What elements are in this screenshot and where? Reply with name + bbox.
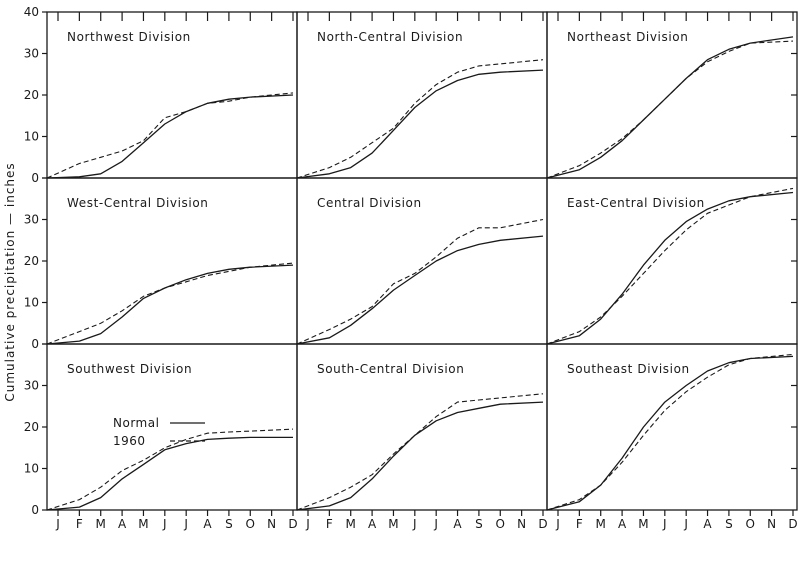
x-tick-label: A bbox=[453, 517, 462, 531]
x-tick-label: A bbox=[118, 517, 127, 531]
series-line-normal bbox=[546, 355, 794, 511]
series-line-1960 bbox=[296, 218, 544, 345]
series-line-1960 bbox=[296, 59, 544, 179]
y-tick-label: 20 bbox=[24, 254, 39, 268]
panel-title: Northwest Division bbox=[67, 30, 191, 44]
y-tick-label: 30 bbox=[24, 213, 39, 227]
panel-northwest-division: Northwest Division 0 10 20 30 40 bbox=[24, 5, 298, 185]
panel-title: East-Central Division bbox=[567, 196, 705, 210]
y-tick-label: 0 bbox=[31, 171, 39, 185]
x-tick-label: N bbox=[517, 517, 526, 531]
y-tick-label: 40 bbox=[24, 5, 39, 19]
series-line-normal bbox=[546, 36, 794, 179]
panel-title: North-Central Division bbox=[317, 30, 463, 44]
series-line-1960 bbox=[46, 428, 294, 511]
legend: Normal 1960 bbox=[113, 416, 205, 448]
y-tick-label: 30 bbox=[24, 47, 39, 61]
panel-title: Central Division bbox=[317, 196, 422, 210]
y-tick-label: 30 bbox=[24, 379, 39, 393]
series-line-normal bbox=[546, 191, 794, 345]
x-tick-label: J bbox=[412, 517, 417, 531]
x-tick-label: J bbox=[183, 517, 188, 531]
x-tick-label: O bbox=[496, 517, 505, 531]
x-tick-label: A bbox=[368, 517, 377, 531]
series-line-normal bbox=[296, 401, 544, 511]
y-tick-label: 10 bbox=[24, 130, 39, 144]
y-tick-label: 20 bbox=[24, 88, 39, 102]
x-tick-label: S bbox=[725, 517, 733, 531]
series-line-normal bbox=[46, 94, 294, 179]
x-tick-label: J bbox=[555, 517, 560, 531]
x-tick-label: D bbox=[538, 517, 547, 531]
y-axis-title: Cumulative precipitation — inches bbox=[3, 162, 17, 401]
y-tick-label: 0 bbox=[31, 503, 39, 517]
series-line-normal bbox=[46, 436, 293, 511]
x-tick-label: S bbox=[225, 517, 233, 531]
x-tick-label: D bbox=[288, 517, 297, 531]
panel-title: Southeast Division bbox=[567, 362, 690, 376]
x-tick-label: M bbox=[138, 517, 148, 531]
x-tick-label: N bbox=[767, 517, 776, 531]
x-tick-label: J bbox=[162, 517, 167, 531]
panel-title: West-Central Division bbox=[67, 196, 208, 210]
series-line-1960 bbox=[546, 187, 794, 345]
x-tick-label: M bbox=[596, 517, 606, 531]
panel-grid: Northwest Division 0 10 20 30 40 North-Central… bbox=[24, 5, 798, 531]
legend-label-1960: 1960 bbox=[113, 434, 146, 448]
series-line-1960 bbox=[46, 262, 294, 345]
x-tick-label: M bbox=[638, 517, 648, 531]
x-tick-label: M bbox=[346, 517, 356, 531]
y-tick-label: 10 bbox=[24, 296, 39, 310]
x-tick-label: O bbox=[246, 517, 255, 531]
x-tick-label: A bbox=[203, 517, 212, 531]
series-line-normal bbox=[296, 235, 544, 345]
x-tick-label: J bbox=[433, 517, 438, 531]
x-tick-label: S bbox=[475, 517, 483, 531]
series-line-1960 bbox=[46, 92, 294, 179]
x-tick-label: N bbox=[267, 517, 276, 531]
panel-east-central-division: East-Central Division bbox=[546, 177, 798, 345]
series-line-1960 bbox=[296, 393, 544, 511]
panel-title: Southwest Division bbox=[67, 362, 192, 376]
x-tick-label: O bbox=[746, 517, 755, 531]
x-tick-label: J bbox=[683, 517, 688, 531]
series-line-normal bbox=[296, 69, 544, 179]
y-tick-label: 10 bbox=[24, 462, 39, 476]
x-tick-label: D bbox=[788, 517, 797, 531]
panel-title: Northeast Division bbox=[567, 30, 688, 44]
x-tick-label: M bbox=[388, 517, 398, 531]
x-tick-label: F bbox=[76, 517, 83, 531]
panel-title: South-Central Division bbox=[317, 362, 464, 376]
x-tick-label: A bbox=[618, 517, 627, 531]
x-tick-label: F bbox=[576, 517, 583, 531]
x-tick-label: J bbox=[55, 517, 60, 531]
x-tick-label: A bbox=[703, 517, 712, 531]
y-tick-label: 0 bbox=[31, 337, 39, 351]
x-tick-label: F bbox=[326, 517, 333, 531]
series-line-1960 bbox=[546, 40, 794, 179]
x-tick-label: J bbox=[662, 517, 667, 531]
x-tick-label: M bbox=[96, 517, 106, 531]
legend-label-normal: Normal bbox=[113, 416, 159, 430]
series-line-1960 bbox=[546, 353, 794, 511]
y-tick-label: 20 bbox=[24, 420, 39, 434]
x-tick-label: J bbox=[305, 517, 310, 531]
